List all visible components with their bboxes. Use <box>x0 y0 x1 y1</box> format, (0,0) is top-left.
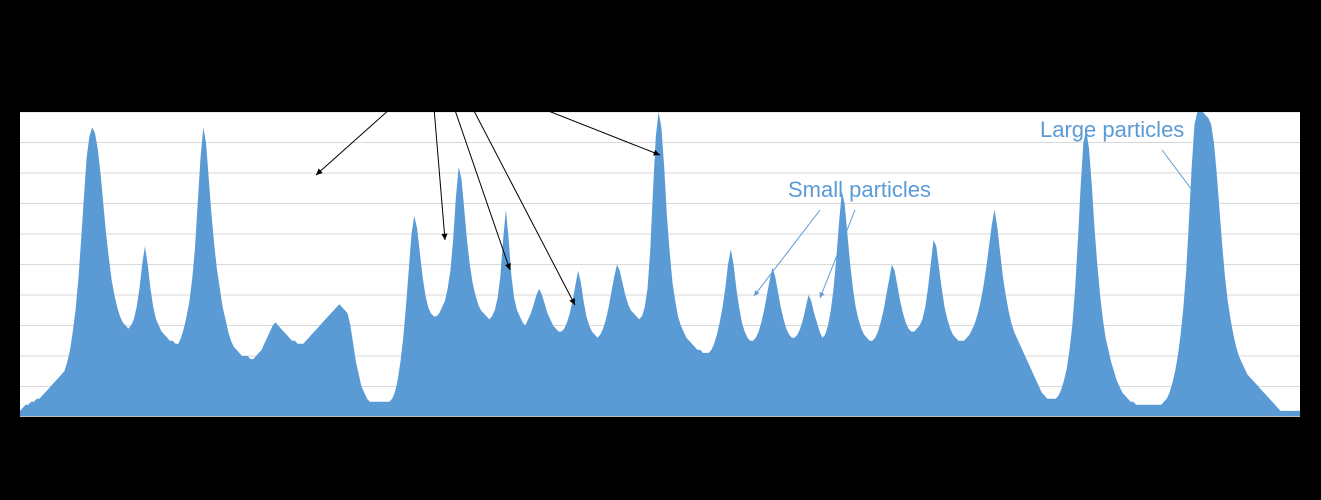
chart-plot-area <box>20 112 1300 417</box>
area-chart-svg <box>20 112 1300 417</box>
